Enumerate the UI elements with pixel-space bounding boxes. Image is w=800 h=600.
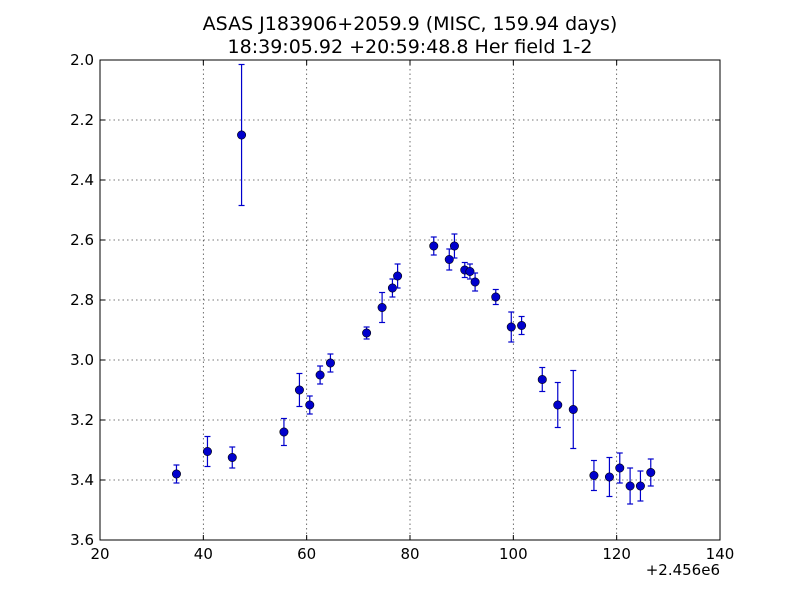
- data-marker: [625, 481, 635, 491]
- data-point: [393, 263, 403, 289]
- data-point: [429, 236, 439, 256]
- data-point: [604, 456, 614, 498]
- chart-subtitle: 18:39:05.92 +20:59:48.8 Her field 1-2: [228, 36, 593, 58]
- y-tick-label: 2.8: [70, 291, 94, 309]
- data-marker: [615, 463, 625, 473]
- data-point: [377, 291, 387, 324]
- data-marker: [305, 400, 315, 410]
- data-marker: [517, 320, 527, 330]
- y-tick-label: 3.6: [70, 531, 94, 549]
- x-offset-label: +2.456e6: [646, 561, 720, 579]
- data-point: [387, 278, 397, 298]
- data-marker: [553, 400, 563, 410]
- data-marker: [465, 266, 475, 276]
- axis-ticks: 20 40 60 80 100 120 140 2.0 2.2 2.4 2.6 2.8 3.0 3.2 3.…: [70, 51, 734, 563]
- chart-title: ASAS J183906+2059.9 (MISC, 159.94 days): [203, 13, 618, 35]
- data-point: [237, 63, 247, 207]
- data-point: [491, 288, 501, 306]
- data-marker: [279, 427, 289, 437]
- data-marker: [568, 404, 578, 414]
- data-marker: [537, 374, 547, 384]
- y-tick-label: 3.4: [70, 471, 94, 489]
- data-point: [449, 233, 459, 259]
- data-point: [589, 459, 599, 492]
- data-points: [171, 63, 656, 505]
- data-marker: [635, 481, 645, 491]
- data-marker: [604, 472, 614, 482]
- data-marker: [377, 302, 387, 312]
- y-tick-label: 3.0: [70, 351, 94, 369]
- x-tick-label: 20: [90, 545, 109, 563]
- data-marker: [646, 467, 656, 477]
- data-point: [362, 326, 372, 340]
- data-marker: [429, 241, 439, 251]
- grid-lines: [100, 60, 720, 540]
- x-tick-label: 40: [194, 545, 213, 563]
- data-point: [635, 470, 645, 502]
- data-marker: [362, 328, 372, 338]
- y-tick-label: 2.2: [70, 111, 94, 129]
- data-marker: [470, 277, 480, 287]
- data-marker: [393, 271, 403, 281]
- data-point: [506, 311, 516, 343]
- data-point: [517, 315, 527, 336]
- x-tick-label: 120: [602, 545, 631, 563]
- data-point: [325, 353, 335, 373]
- x-tick-label: 100: [499, 545, 528, 563]
- data-marker: [202, 446, 212, 456]
- x-tick-label: 60: [297, 545, 316, 563]
- y-tick-label: 2.4: [70, 171, 94, 189]
- x-tick-label: 80: [400, 545, 419, 563]
- data-marker: [237, 130, 247, 140]
- data-marker: [325, 358, 335, 368]
- data-marker: [589, 470, 599, 480]
- data-point: [537, 366, 547, 393]
- data-point: [444, 248, 454, 271]
- data-marker: [506, 322, 516, 332]
- data-point: [202, 435, 212, 468]
- data-marker: [449, 241, 459, 251]
- data-point: [465, 263, 475, 280]
- data-marker: [171, 469, 181, 479]
- data-marker: [491, 292, 501, 302]
- data-point: [625, 467, 635, 505]
- data-point: [279, 417, 289, 447]
- y-tick-label: 2.6: [70, 231, 94, 249]
- y-tick-label: 3.2: [70, 411, 94, 429]
- data-point: [553, 381, 563, 429]
- data-point: [315, 365, 325, 385]
- data-point: [568, 369, 578, 450]
- data-marker: [315, 370, 325, 380]
- data-point: [305, 395, 315, 415]
- data-point: [227, 446, 237, 469]
- data-marker: [294, 385, 304, 395]
- data-point: [294, 372, 304, 408]
- data-marker: [444, 255, 454, 265]
- data-point: [171, 464, 181, 484]
- data-marker: [227, 452, 237, 462]
- y-tick-label: 2.0: [70, 51, 94, 69]
- data-point: [470, 272, 480, 292]
- x-tick-label: 140: [706, 545, 735, 563]
- data-point: [646, 458, 656, 487]
- data-point: [615, 452, 625, 484]
